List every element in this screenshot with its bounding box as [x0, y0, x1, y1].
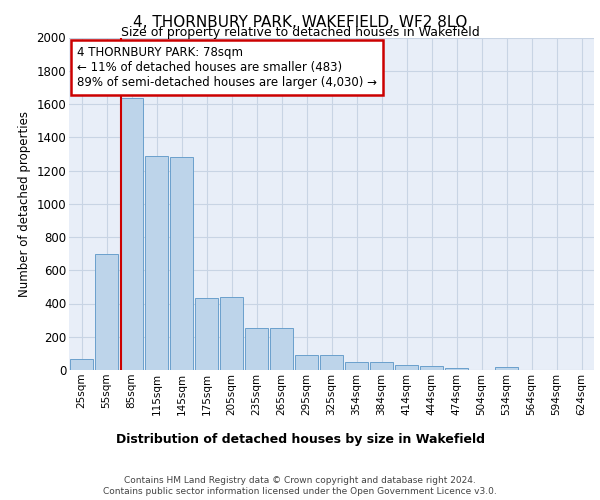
Bar [320, 355, 343, 370]
Bar [170, 157, 193, 370]
Text: 4, THORNBURY PARK, WAKEFIELD, WF2 8LQ: 4, THORNBURY PARK, WAKEFIELD, WF2 8LQ [133, 15, 467, 30]
Bar [420, 366, 443, 370]
Bar [245, 328, 268, 370]
Y-axis label: Number of detached properties: Number of detached properties [18, 111, 31, 296]
Bar [195, 298, 218, 370]
Text: Contains public sector information licensed under the Open Government Licence v3: Contains public sector information licen… [103, 488, 497, 496]
Text: Contains HM Land Registry data © Crown copyright and database right 2024.: Contains HM Land Registry data © Crown c… [124, 476, 476, 485]
Text: Size of property relative to detached houses in Wakefield: Size of property relative to detached ho… [121, 26, 479, 39]
Text: 4 THORNBURY PARK: 78sqm
← 11% of detached houses are smaller (483)
89% of semi-d: 4 THORNBURY PARK: 78sqm ← 11% of detache… [77, 46, 377, 89]
Bar [445, 368, 468, 370]
Bar [495, 366, 518, 370]
Text: Distribution of detached houses by size in Wakefield: Distribution of detached houses by size … [115, 432, 485, 446]
Bar [220, 297, 243, 370]
Bar [145, 156, 168, 370]
Bar [395, 365, 418, 370]
Bar [95, 254, 118, 370]
Bar [70, 359, 93, 370]
Bar [120, 98, 143, 370]
Bar [345, 362, 368, 370]
Bar [295, 355, 318, 370]
Bar [270, 328, 293, 370]
Bar [370, 362, 393, 370]
